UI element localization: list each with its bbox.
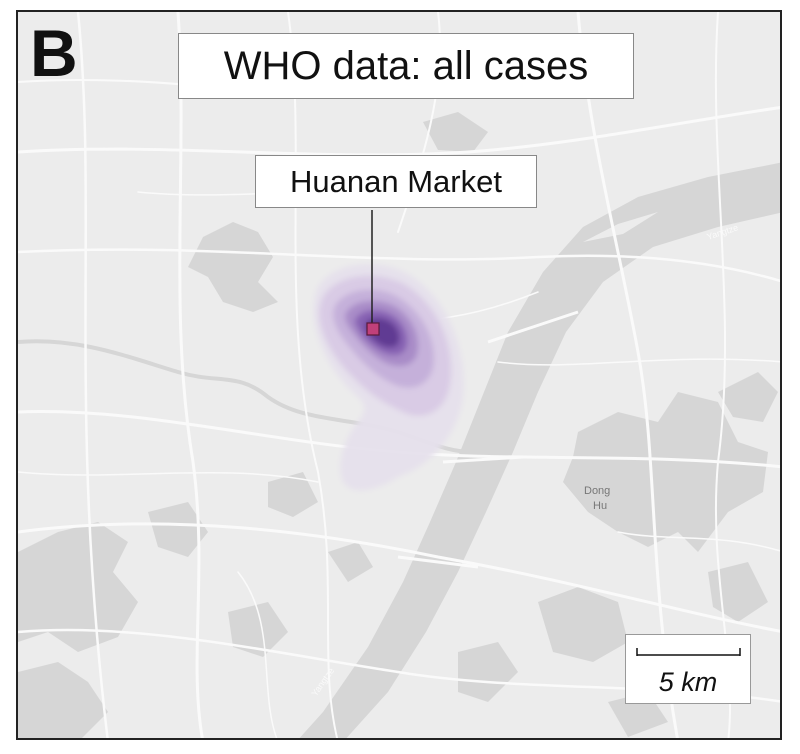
- road: [617, 531, 780, 552]
- lake-south: [228, 602, 288, 657]
- lake-southwest-3: [148, 502, 208, 557]
- road: [576, 12, 679, 738]
- bridge: [397, 555, 479, 569]
- lake-north: [423, 112, 488, 152]
- case-density: [313, 264, 464, 491]
- market-marker: [366, 322, 380, 336]
- road: [18, 248, 780, 283]
- road: [497, 358, 780, 366]
- map-title: WHO data: all cases: [178, 33, 634, 99]
- lake-southwest-2: [18, 662, 108, 738]
- lake-south-3: [458, 642, 518, 702]
- bridge: [442, 455, 524, 464]
- map-title-text: WHO data: all cases: [223, 43, 589, 88]
- lake-mid: [328, 542, 373, 582]
- bridge: [487, 310, 579, 344]
- lake-northwest: [188, 222, 278, 312]
- map-canvas[interactable]: Yangtze Yangtze Dong Hu: [18, 12, 782, 740]
- yangtze-river: [299, 162, 780, 738]
- road: [18, 471, 319, 483]
- river-channel-split: [583, 212, 658, 242]
- road: [287, 12, 339, 738]
- scale-bar-label: 5 km: [658, 667, 718, 697]
- map-frame[interactable]: Yangtze Yangtze Dong Hu: [16, 10, 782, 740]
- road: [237, 571, 278, 738]
- lake-label-line2: Hu: [593, 500, 607, 512]
- road: [176, 12, 204, 738]
- lake-southwest-1: [18, 522, 138, 652]
- lake-east: [718, 372, 778, 422]
- market-label-text: Huanan Market: [290, 163, 502, 199]
- lakes: [18, 112, 778, 738]
- panel-label: B: [30, 16, 78, 90]
- road: [18, 106, 780, 157]
- lake-south-2: [538, 587, 628, 662]
- lake-label-line1: Dong: [584, 485, 610, 497]
- lake-west-small: [268, 472, 318, 517]
- scale-bar: 5 km: [625, 634, 751, 704]
- road: [18, 522, 780, 633]
- bridges: [397, 310, 579, 569]
- road: [76, 12, 109, 738]
- market-label-box: Huanan Market: [255, 155, 537, 208]
- scale-bar-line: [636, 648, 741, 656]
